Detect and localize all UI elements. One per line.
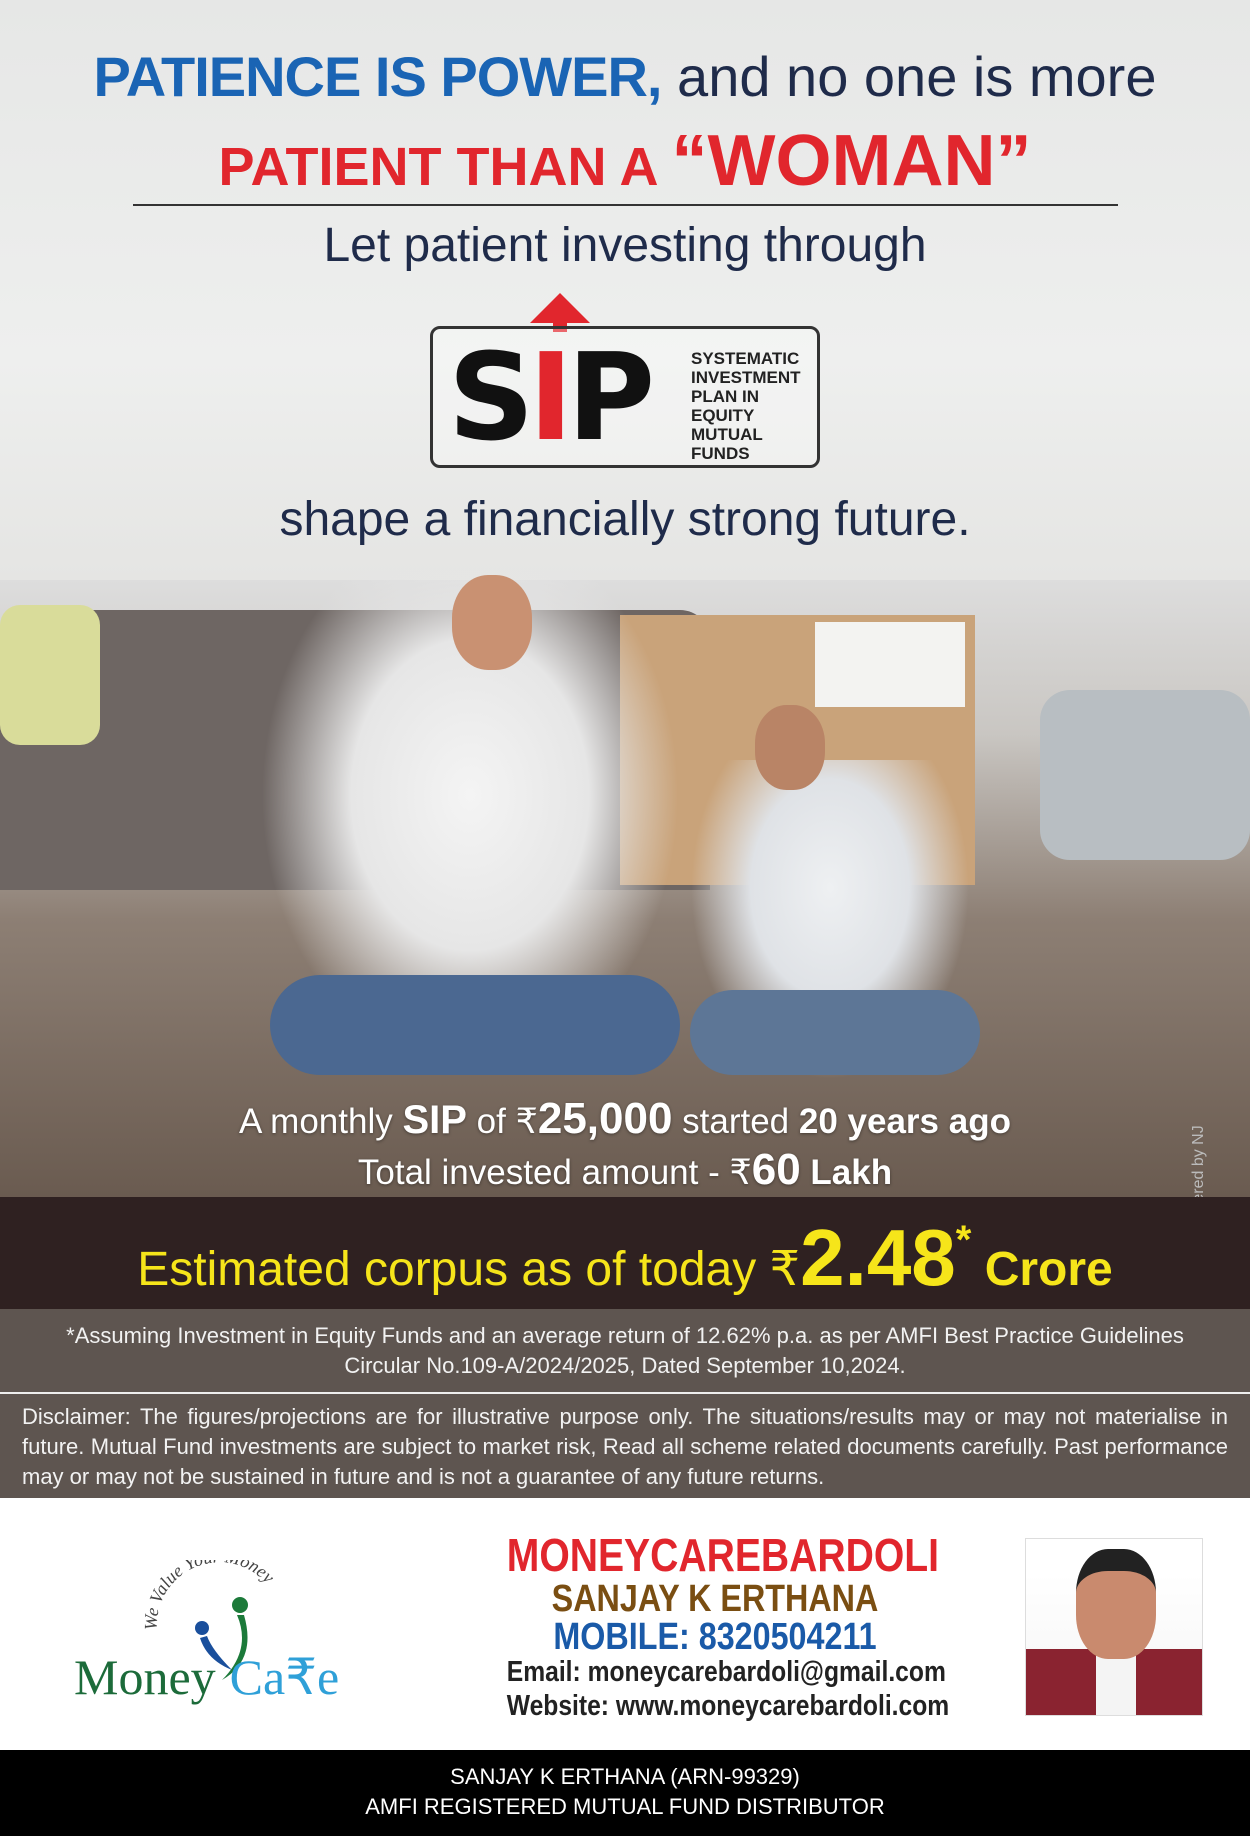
sip-desc-line: PLAN IN: [691, 387, 759, 406]
stat-years: 20 years ago: [798, 1102, 1011, 1141]
mobile-number[interactable]: MOBILE: 8320504211: [553, 1616, 877, 1658]
sip-stat-line2: Total invested amount - ₹60 Lakh: [0, 1145, 1250, 1195]
sip-desc-line: SYSTEMATIC: [691, 349, 800, 368]
footer-registration: AMFI REGISTERED MUTUAL FUND DISTRIBUTOR: [365, 1794, 885, 1819]
woman-legs: [270, 975, 680, 1075]
footer: SANJAY K ERTHANA (ARN-99329) AMFI REGIST…: [0, 1750, 1250, 1836]
stat-unit: Lakh: [800, 1153, 893, 1192]
sip-stat-line1: A monthly SIP of ₹25,000 started 20 year…: [0, 1094, 1250, 1144]
divider: [133, 204, 1118, 206]
sip-p: P: [567, 329, 655, 468]
girl-legs: [690, 990, 980, 1075]
sip-logo: SIP SYSTEMATIC INVESTMENT PLAN IN EQUITY…: [430, 326, 820, 468]
sip-desc-line: FUNDS: [691, 444, 750, 463]
sip-i: I: [528, 329, 573, 468]
website-link[interactable]: Website: www.moneycarebardoli.com: [506, 1690, 950, 1722]
advisor-shirt: [1096, 1649, 1136, 1715]
corpus-asterisk: *: [955, 1218, 972, 1262]
advisor-face: [1076, 1549, 1156, 1659]
logo-care: Ca₹e: [229, 1649, 340, 1705]
headline-text-2: PATIENT THAN A: [218, 137, 672, 197]
tagline: shape a financially strong future.: [279, 493, 971, 546]
stat-amount: 25,000: [537, 1094, 673, 1143]
advisor-photo: [1025, 1538, 1203, 1716]
sip-desc-line: MUTUAL: [691, 425, 763, 444]
cushion-image: [0, 605, 100, 745]
headline-woman: “WOMAN”: [671, 121, 1032, 201]
stat-text: of ₹: [466, 1102, 538, 1141]
sip-word: SIP: [448, 329, 655, 468]
advisor-name: SANJAY K ERTHANA: [551, 1578, 879, 1620]
headline-line1: PATIENCE IS POWER, and no one is more: [0, 44, 1250, 109]
corpus-text: Estimated corpus as of today ₹2.48* Cror…: [0, 1212, 1250, 1304]
sip-s: S: [448, 329, 534, 468]
stat-text: Total invested amount - ₹: [357, 1153, 752, 1192]
sip-arrow-icon: [530, 293, 590, 323]
corpus-unit: Crore: [971, 1243, 1113, 1296]
header-background: [0, 0, 1250, 600]
logo-money: Money: [74, 1649, 216, 1705]
disclaimer-section: [0, 1309, 1250, 1498]
corpus-value: 2.48: [800, 1213, 956, 1302]
cabinet-drawer: [815, 622, 965, 707]
sip-description: SYSTEMATIC INVESTMENT PLAN IN EQUITY MUT…: [691, 349, 801, 463]
logo-arc-text: We Value Your Money: [141, 1546, 279, 1630]
stat-text: A monthly: [239, 1102, 403, 1141]
headline-emphasis: PATIENCE IS POWER,: [93, 45, 663, 108]
assumption-note: *Assuming Investment in Equity Funds and…: [66, 1323, 1184, 1378]
headline-line2: PATIENT THAN A “WOMAN”: [0, 120, 1250, 202]
logo-wordmark: Money Ca₹e: [74, 1648, 339, 1706]
corpus-label: Estimated corpus as of today ₹: [137, 1243, 801, 1296]
stat-sip: SIP: [402, 1098, 467, 1142]
footer-arn: SANJAY K ERTHANA (ARN-99329): [450, 1764, 800, 1789]
sip-desc-line: EQUITY: [691, 406, 755, 425]
armchair-image: [1040, 690, 1250, 860]
girl-head: [755, 705, 825, 790]
email-link[interactable]: Email: moneycarebardoli@gmail.com: [506, 1656, 946, 1688]
stat-text: started: [672, 1102, 799, 1141]
company-name: MONEYCAREBARDOLI: [506, 1529, 940, 1581]
logo-figure-icon: We Value Your Money: [141, 1546, 279, 1680]
headline-text: and no one is more: [661, 45, 1157, 108]
stat-invested: 60: [751, 1145, 801, 1194]
corpus-band: [0, 1197, 1250, 1309]
disclaimer-text: Disclaimer: The figures/projections are …: [22, 1404, 1228, 1489]
woman-head: [452, 575, 532, 670]
sip-desc-line: INVESTMENT: [691, 368, 801, 387]
divider: [0, 1392, 1250, 1394]
svg-text:We Value Your Money: We Value Your Money: [141, 1560, 279, 1630]
intro-text: Let patient investing through: [323, 219, 927, 272]
